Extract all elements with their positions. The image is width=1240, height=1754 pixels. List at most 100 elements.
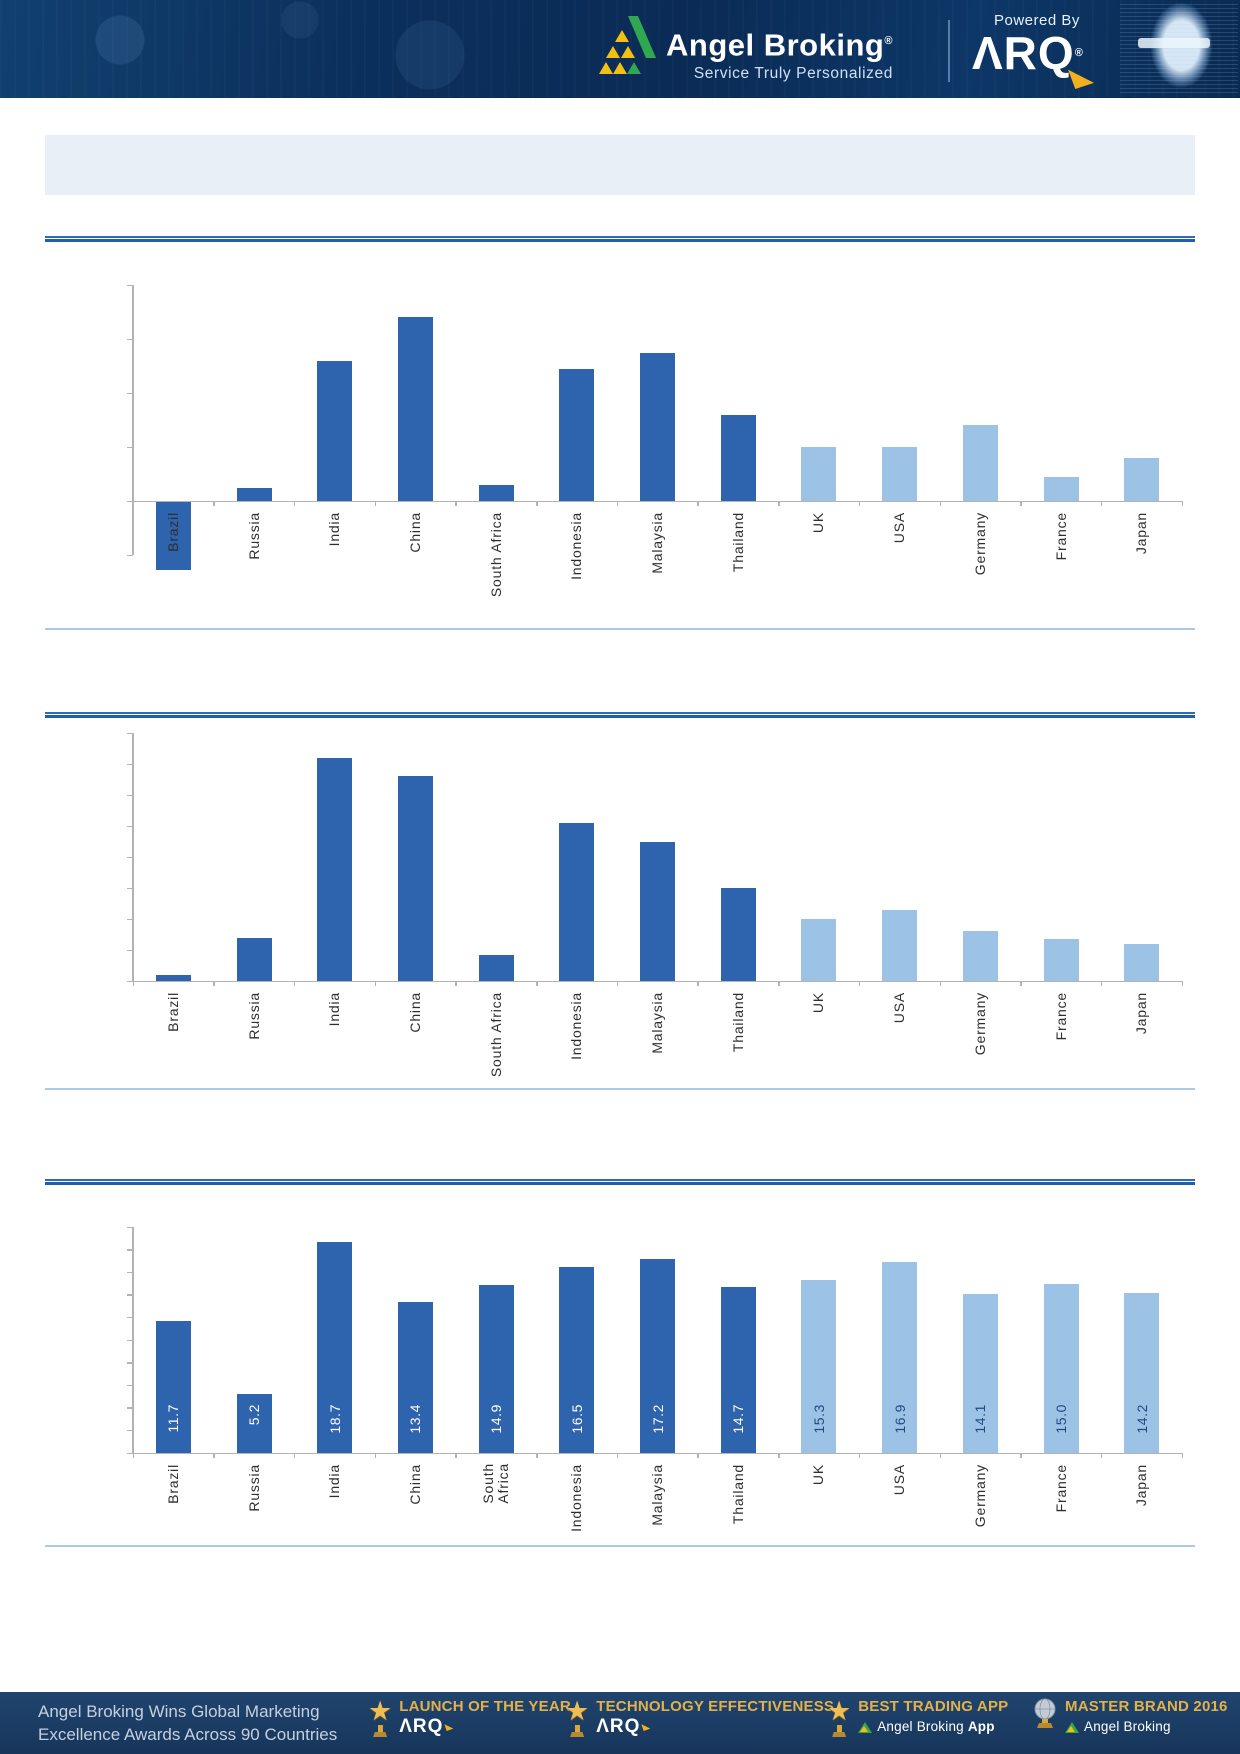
x-axis-tick bbox=[939, 981, 941, 986]
y-axis-tick bbox=[127, 1271, 133, 1274]
x-axis-tick bbox=[1100, 501, 1103, 506]
x-axis bbox=[133, 1452, 1183, 1454]
x-axis-tick bbox=[778, 501, 780, 506]
x-axis-tick bbox=[616, 501, 619, 506]
x-axis-tick bbox=[697, 981, 699, 986]
x-axis-tick bbox=[293, 1453, 296, 1458]
x-axis-tick bbox=[616, 1453, 619, 1458]
y-axis-tick bbox=[127, 856, 133, 858]
bar-indonesia bbox=[559, 1266, 595, 1453]
bar-malaysia bbox=[640, 352, 676, 501]
bar-south-africa bbox=[478, 954, 514, 981]
globe-trophy-icon bbox=[1032, 1698, 1058, 1728]
bar-india bbox=[317, 360, 353, 501]
award-title: MASTER BRAND 2016 bbox=[1065, 1698, 1228, 1715]
x-axis-tick bbox=[939, 501, 941, 506]
bar-usa bbox=[882, 909, 918, 981]
y-axis-tick bbox=[127, 284, 133, 286]
bar-india bbox=[317, 1241, 353, 1453]
section2-bottom-rule bbox=[45, 1088, 1195, 1090]
registered-mark: ® bbox=[884, 35, 893, 47]
x-axis-tick bbox=[293, 501, 296, 506]
award-title: TECHNOLOGY EFFECTIVENESS bbox=[596, 1698, 835, 1715]
x-axis-tick bbox=[132, 981, 134, 986]
star-trophy-icon: ★ bbox=[827, 1698, 851, 1737]
x-axis-tick bbox=[1020, 501, 1022, 506]
bar-indonesia bbox=[559, 368, 595, 501]
y-axis bbox=[132, 285, 134, 555]
bar-uk bbox=[801, 919, 837, 981]
x-axis-tick bbox=[1020, 1453, 1022, 1458]
y-axis-tick bbox=[127, 918, 133, 920]
x-axis-tick bbox=[697, 501, 699, 506]
x-axis-tick bbox=[1100, 981, 1103, 986]
angel-pyramid-icon bbox=[599, 16, 656, 74]
x-axis-tick bbox=[697, 1453, 699, 1458]
bar-brazil bbox=[155, 1320, 191, 1453]
x-axis-tick bbox=[1181, 501, 1184, 506]
star-trophy-icon: ★ bbox=[368, 1698, 392, 1737]
x-axis-tick bbox=[1100, 1453, 1103, 1458]
y-axis-tick bbox=[127, 1384, 133, 1387]
angel-mini-logo-icon bbox=[858, 1721, 873, 1733]
bar-china bbox=[397, 1301, 433, 1453]
bar-france bbox=[1043, 939, 1079, 981]
y-axis-tick bbox=[127, 949, 133, 951]
y-axis-tick bbox=[127, 1362, 133, 1364]
bar-japan bbox=[1124, 1292, 1160, 1453]
bar-malaysia bbox=[640, 841, 676, 981]
x-axis bbox=[133, 500, 1183, 502]
x-axis-tick bbox=[374, 1453, 377, 1458]
bar-japan bbox=[1124, 457, 1160, 501]
bar-thailand bbox=[720, 888, 756, 981]
bar-india bbox=[317, 757, 353, 981]
arq-yellow-triangle-icon bbox=[444, 1724, 454, 1731]
arq-logo-block: Powered By ΛRQ® bbox=[972, 12, 1122, 89]
x-axis-tick bbox=[778, 1453, 780, 1458]
bar-france bbox=[1043, 476, 1079, 501]
x-axis-tick bbox=[1020, 981, 1022, 986]
x-axis-tick bbox=[213, 501, 215, 506]
bar-germany bbox=[962, 1293, 998, 1453]
y-axis-tick bbox=[127, 794, 133, 796]
award-badge-technology-effectiveness: ★ TECHNOLOGY EFFECTIVENESS ΛRQ bbox=[565, 1698, 834, 1738]
angel-broking-logo: Angel Broking® Service Truly Personalize… bbox=[598, 12, 893, 83]
x-axis-tick bbox=[455, 501, 457, 506]
section1-bottom-rule bbox=[45, 628, 1195, 630]
x-axis-tick bbox=[1181, 981, 1184, 986]
brand-tagline: Service Truly Personalized bbox=[693, 65, 893, 83]
bar-south-africa bbox=[478, 484, 514, 501]
bar-brazil bbox=[155, 974, 191, 981]
brand-name: Angel Broking® bbox=[666, 27, 893, 63]
x-axis-tick bbox=[132, 501, 134, 506]
y-axis-tick bbox=[127, 446, 133, 448]
x-axis-tick bbox=[293, 981, 296, 986]
header-banner: Angel Broking® Service Truly Personalize… bbox=[0, 0, 1240, 98]
award-badge-best-trading-app: ★ BEST TRADING APP Angel Broking App bbox=[827, 1698, 1008, 1738]
y-axis-tick bbox=[127, 1339, 133, 1341]
arq-wordmark: ΛRQ® bbox=[972, 29, 1122, 89]
bar-russia bbox=[236, 1394, 272, 1453]
y-axis-tick bbox=[127, 1294, 133, 1296]
x-axis-tick bbox=[536, 1453, 538, 1458]
bar-germany bbox=[962, 425, 998, 501]
x-axis-tick bbox=[213, 981, 215, 986]
award-title: BEST TRADING APP bbox=[858, 1698, 1009, 1715]
bar-china bbox=[397, 776, 433, 981]
footer-awards-text: Angel Broking Wins Global Marketing Exce… bbox=[38, 1702, 338, 1744]
bar-thailand bbox=[720, 1286, 756, 1453]
x-axis-tick bbox=[536, 501, 538, 506]
y-axis-tick bbox=[127, 887, 133, 889]
header-vertical-divider bbox=[948, 20, 950, 82]
powered-by-label: Powered By bbox=[994, 12, 1080, 29]
y-axis-tick bbox=[127, 500, 133, 502]
bar-usa bbox=[882, 1262, 918, 1453]
x-axis-tick bbox=[778, 981, 780, 986]
bar-usa bbox=[882, 447, 918, 501]
angel-mini-logo-icon bbox=[1065, 1721, 1079, 1733]
y-axis-tick bbox=[127, 1316, 133, 1319]
x-axis-tick bbox=[858, 981, 861, 986]
section3-bottom-rule bbox=[45, 1545, 1195, 1547]
